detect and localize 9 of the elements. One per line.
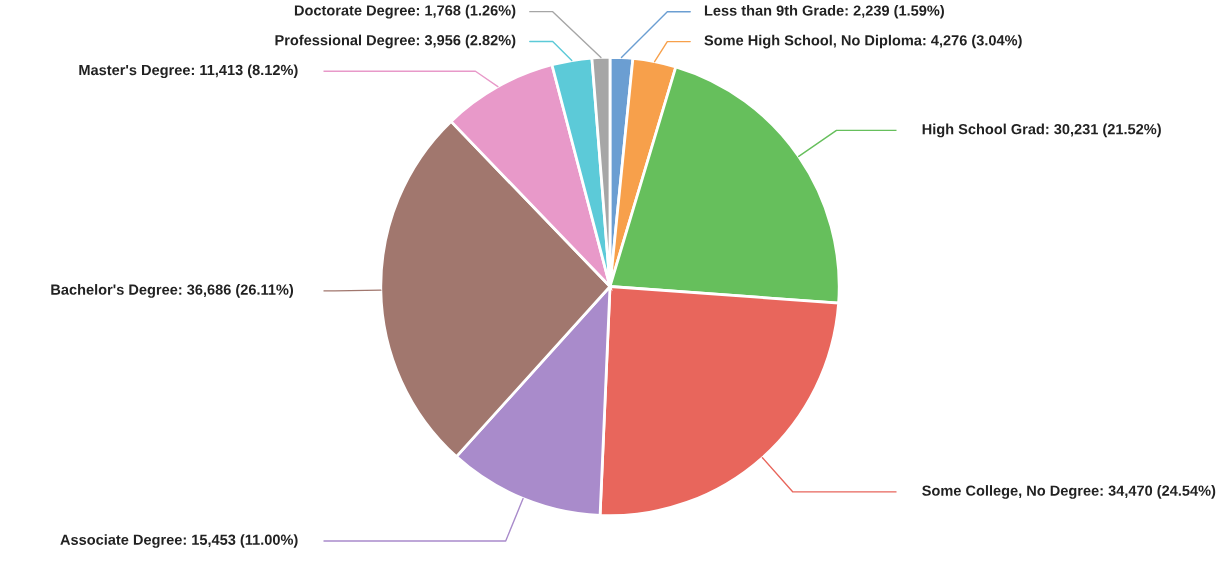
- slice-label: Some College, No Degree: 34,470 (24.54%): [922, 485, 1216, 499]
- slice-label: Bachelor's Degree: 36,686 (26.11%): [51, 284, 294, 298]
- slice-label: Doctorate Degree: 1,768 (1.26%): [294, 4, 516, 19]
- slice-label: Associate Degree: 15,453 (11.00%): [60, 534, 298, 548]
- slice-label: Less than 9th Grade: 2,239 (1.59%): [704, 5, 944, 19]
- slice-label: Master's Degree: 11,413 (8.12%): [79, 64, 298, 79]
- slice-label: Some High School, No Diploma: 4,276 (3.04%): [704, 34, 1022, 49]
- slice-label: Professional Degree: 3,956 (2.82%): [275, 34, 516, 49]
- slice-label: High School Grad: 30,231 (21.52%): [922, 123, 1161, 138]
